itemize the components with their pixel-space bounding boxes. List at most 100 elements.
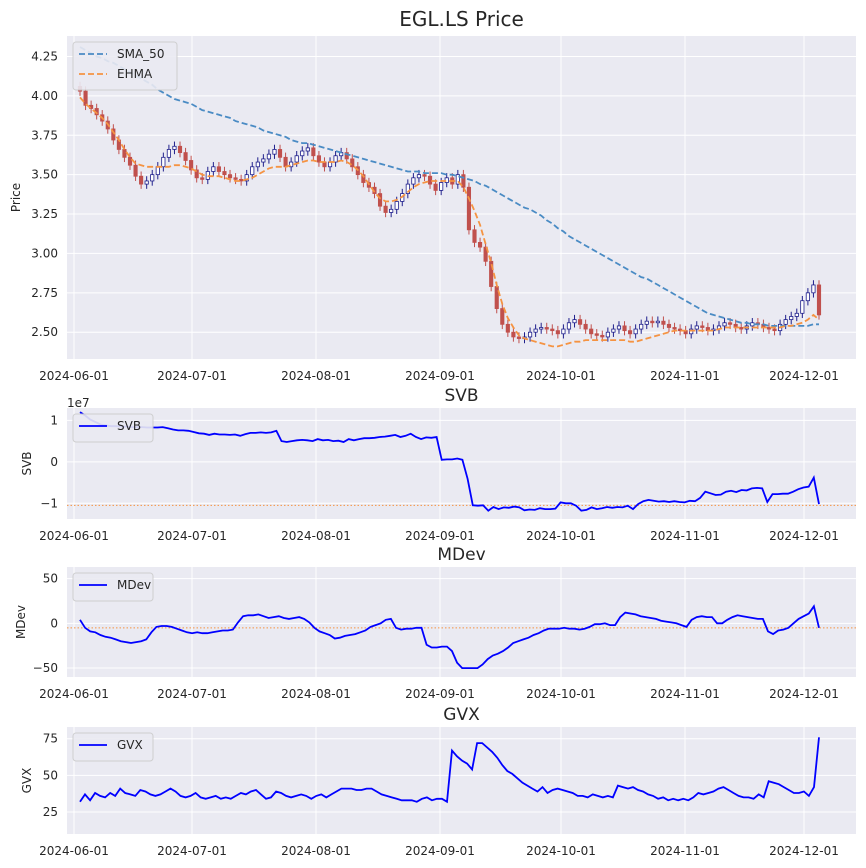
x-tick-label: 2024-10-01 — [526, 529, 596, 543]
candle — [544, 322, 549, 334]
legend-box — [72, 413, 154, 443]
candle — [277, 144, 283, 163]
candle — [266, 149, 271, 164]
candle — [161, 152, 166, 172]
candle — [222, 166, 227, 180]
candle-body — [344, 152, 349, 160]
candle-body — [305, 147, 310, 152]
candle-body — [539, 327, 544, 330]
series-line-gvx — [79, 737, 820, 804]
candle-body — [422, 174, 427, 177]
legend: MDev — [72, 572, 154, 602]
candle-body — [133, 164, 138, 177]
candle — [583, 319, 588, 334]
candle-body — [200, 177, 205, 180]
candle-body — [639, 323, 644, 330]
candle-body — [300, 150, 305, 157]
candle-body — [433, 183, 438, 191]
candle-body — [144, 180, 149, 185]
candle — [466, 182, 472, 235]
candle — [144, 176, 149, 189]
candle-body — [805, 292, 810, 302]
candle — [555, 325, 560, 339]
candle — [650, 316, 655, 328]
x-tick-label: 2024-10-01 — [526, 369, 596, 383]
candle-body — [511, 331, 516, 338]
candle-body — [389, 208, 394, 213]
x-tick-label: 2024-06-01 — [39, 369, 109, 383]
legend-box — [72, 732, 154, 762]
candle-body — [383, 205, 388, 213]
legend-label: SMA_50 — [117, 47, 164, 61]
chart-title: GVX — [443, 705, 480, 725]
candle-body — [466, 186, 472, 231]
x-tick-label: 2024-09-01 — [405, 687, 475, 701]
candle — [800, 295, 805, 319]
legend-label: GVX — [117, 738, 143, 752]
x-tick-label: 2024-11-01 — [650, 529, 720, 543]
candle — [561, 324, 566, 339]
candle — [350, 154, 355, 172]
candle-body — [544, 327, 549, 330]
candle-body — [411, 177, 416, 185]
x-tick-label: 2024-12-01 — [769, 687, 839, 701]
y-tick-label: 2.75 — [31, 286, 58, 300]
candle — [477, 237, 483, 252]
candle-body — [266, 153, 271, 160]
plot-area — [67, 408, 856, 519]
candle — [616, 321, 622, 334]
candle — [572, 314, 577, 328]
y-tick-label: −50 — [33, 661, 58, 675]
y-tick-label: 3.50 — [31, 168, 58, 182]
candle — [816, 280, 822, 320]
candle-body — [333, 155, 338, 163]
candle-body — [155, 166, 160, 176]
candle-body — [255, 161, 260, 168]
candle-body — [455, 174, 460, 185]
y-tick-label: 1 — [50, 413, 58, 427]
legend: SMA_50 EHMA — [72, 41, 178, 91]
candle — [644, 316, 649, 330]
candle-body — [194, 169, 199, 179]
candle-body — [633, 328, 638, 335]
candle — [628, 325, 633, 339]
y-tick-label: −1 — [40, 496, 58, 510]
candle — [289, 157, 294, 172]
candle-body — [461, 174, 466, 188]
candle-body — [394, 201, 399, 210]
y-axis-label: SVB — [20, 451, 34, 475]
y-tick-label: 3.75 — [31, 128, 58, 142]
candle-body — [227, 174, 233, 179]
candle — [505, 319, 510, 337]
candle — [389, 204, 394, 218]
x-tick-label: 2024-08-01 — [281, 687, 351, 701]
candle — [622, 321, 627, 336]
candle — [300, 146, 305, 161]
y-tick-label: 25 — [43, 805, 58, 819]
legend-box — [72, 572, 154, 602]
x-tick-label: 2024-06-01 — [39, 844, 109, 858]
candle-body — [361, 174, 366, 183]
candle-body — [816, 284, 822, 316]
candle — [539, 322, 544, 334]
candle-body — [311, 147, 316, 157]
legend-label: EHMA — [117, 67, 153, 81]
candle — [639, 319, 644, 334]
candle-body — [550, 328, 555, 332]
x-tick-label: 2024-07-01 — [157, 687, 227, 701]
x-tick-label: 2024-08-01 — [281, 529, 351, 543]
candle-body — [616, 325, 622, 330]
series-line-sma-50 — [79, 46, 819, 327]
candle-body — [700, 325, 705, 328]
x-tick-label: 2024-08-01 — [281, 844, 351, 858]
candle-body — [189, 160, 194, 171]
y-axis-label: MDev — [14, 605, 28, 639]
candle — [633, 324, 638, 339]
candle-body — [166, 149, 171, 158]
candle-body — [416, 174, 422, 179]
x-tick-label: 2024-09-01 — [405, 369, 475, 383]
chart-title: EGL.LS Price — [399, 7, 524, 31]
x-tick-label: 2024-07-01 — [157, 529, 227, 543]
y-tick-label: 4.25 — [31, 49, 58, 63]
